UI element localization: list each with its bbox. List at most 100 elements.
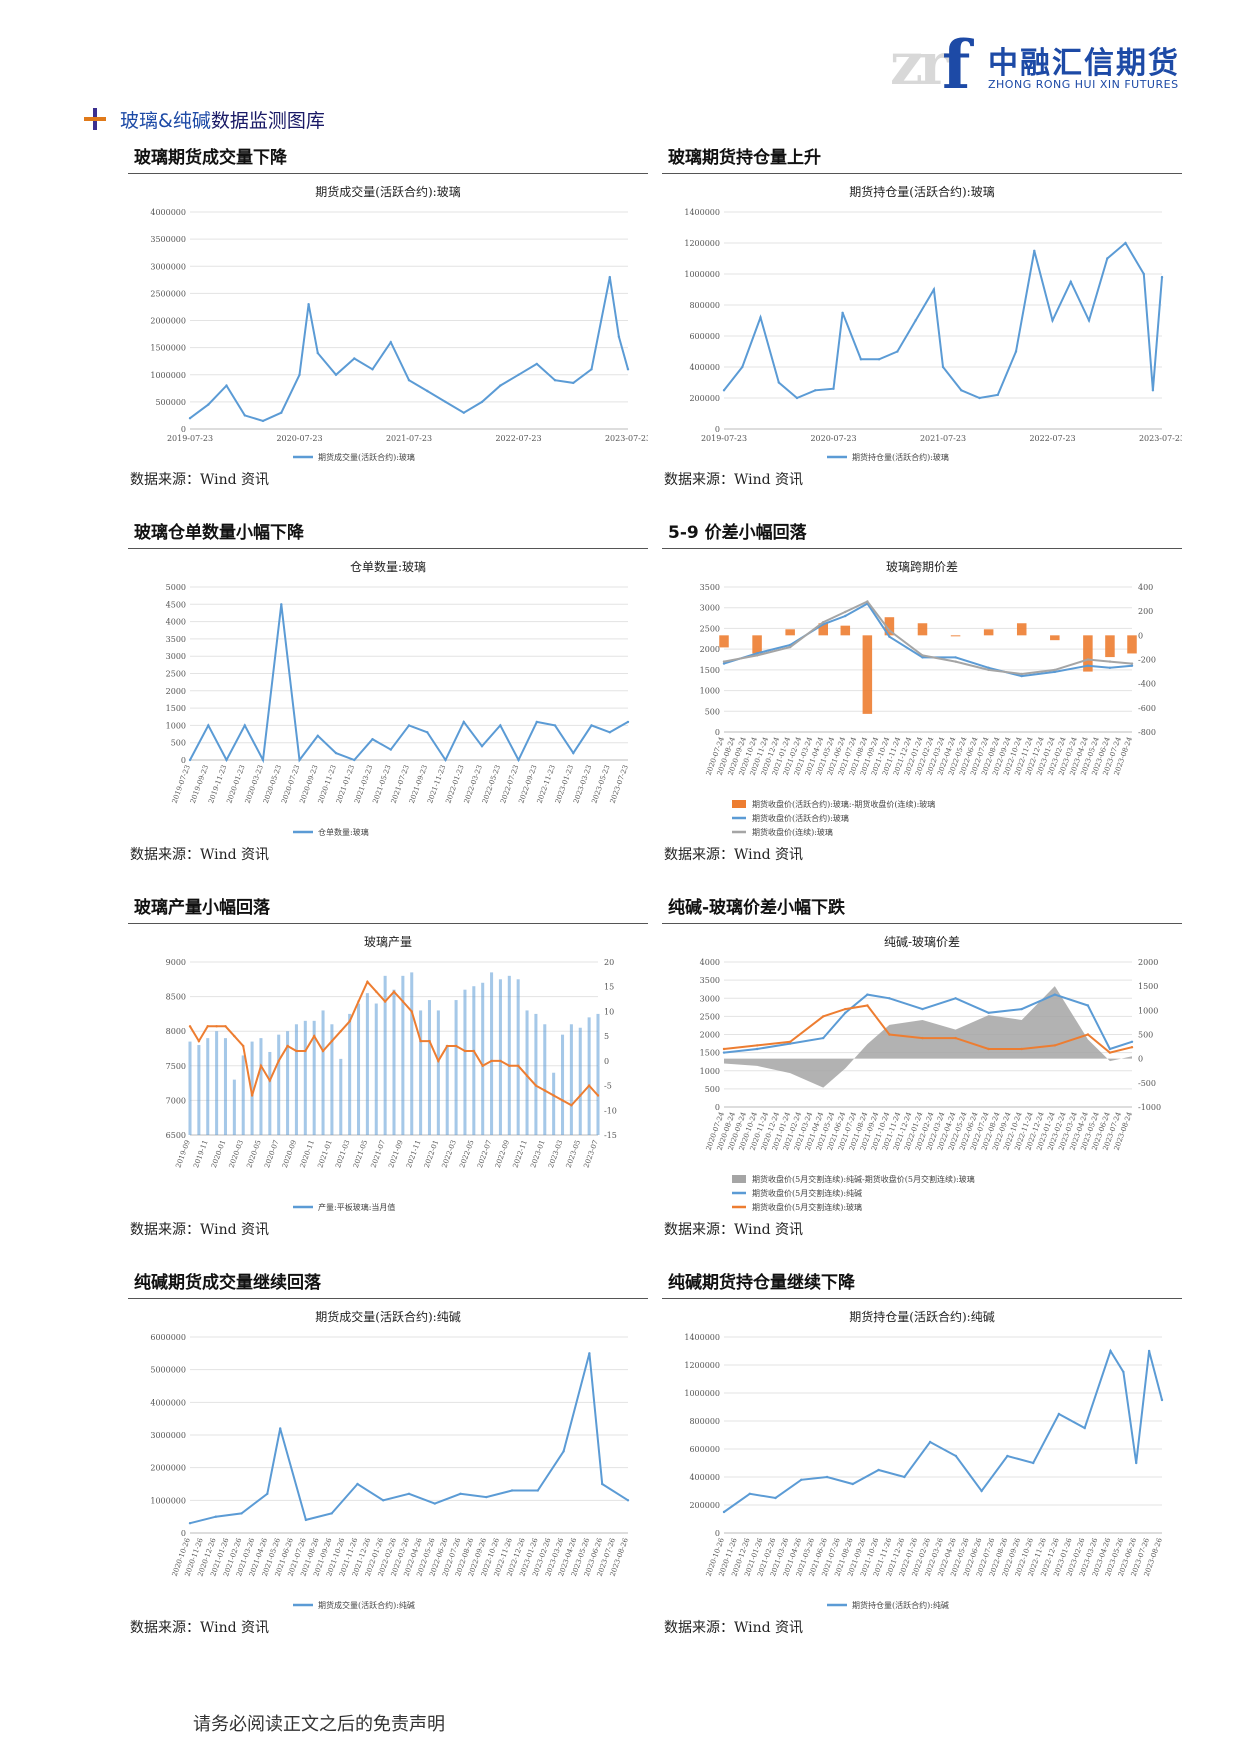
x-tick-label: 2022-01 — [423, 1139, 440, 1169]
chart-soda-futures-volume: 期货成交量(活跃合约):纯碱 0 1000000 2000000 3000000 4000… — [128, 1299, 648, 1617]
legend-label: 期货成交量(活跃合约):玻璃 — [318, 452, 415, 462]
chart-glass-futures-open-interest: 期货持仓量(活跃合约):玻璃 0 200000 400000 600000 800000 1… — [662, 174, 1185, 469]
bar — [241, 1055, 245, 1135]
chart-title: 纯碱-玻璃价差 — [884, 935, 960, 949]
panel-glass-open-interest: 玻璃期货持仓量上升 期货持仓量(活跃合约):玻璃 0 200000 400000 600… — [662, 143, 1185, 489]
data-point — [722, 660, 726, 663]
disclaimer-footer: 请务必阅读正文之后的免责声明 — [193, 1714, 445, 1735]
y2-tick-label: 200 — [1138, 607, 1153, 616]
bar — [223, 1038, 227, 1135]
bar — [472, 986, 476, 1135]
data-point — [601, 1482, 604, 1486]
line-series — [189, 276, 629, 422]
legend-label: 期货持仓量(活跃合约):纯碱 — [852, 1600, 949, 1610]
chart-title: 期货成交量(活跃合约):纯碱 — [315, 1309, 460, 1324]
data-point — [197, 1039, 201, 1043]
data-point — [822, 1036, 825, 1040]
bar — [516, 979, 520, 1135]
y-tick-label: 1400000 — [684, 1333, 720, 1342]
bar — [534, 1013, 538, 1135]
x-tick-label: 2022-09-23 — [517, 764, 538, 805]
y-tick-label: 4000 — [166, 618, 186, 627]
y2-tick-label: 0 — [1138, 1055, 1143, 1064]
data-point — [590, 724, 593, 727]
data-point — [978, 396, 981, 400]
x-tick-label: 2019-09-23 — [189, 764, 210, 805]
legend-label: 期货成交量(活跃合约):纯碱 — [318, 1600, 415, 1610]
data-point — [188, 1025, 192, 1028]
data-source: 数据来源：Wind 资讯 — [130, 1620, 270, 1636]
data-point — [626, 720, 630, 724]
y-tick-label: 3500000 — [150, 235, 186, 244]
panel-glass-calendar-spread: 5-9 价差小幅回落 玻璃跨期价差 0 500 1000 1500 2000 2500 300… — [662, 518, 1182, 864]
chart-soda-glass-spread: 纯碱-玻璃价差 0 500 1000 1500 2000 2500 3000 3500 4000 -… — [662, 924, 1182, 1219]
y-tick-label: 3000 — [700, 994, 720, 1003]
data-point — [298, 373, 301, 376]
data-point — [1130, 1040, 1134, 1043]
data-point — [1006, 1454, 1009, 1458]
data-point — [626, 368, 630, 371]
data-point — [1057, 1412, 1061, 1416]
y2-tick-label: -15 — [604, 1131, 617, 1140]
chart-soda-futures-open-interest: 期货持仓量(活跃合约):纯碱 0 200000 400000 600000 800000 1… — [662, 1299, 1182, 1617]
x-tick-label: 2020-05 — [245, 1139, 262, 1169]
data-point — [353, 357, 356, 360]
data-point — [588, 1352, 591, 1355]
y-tick-label: 200000 — [689, 394, 720, 403]
y-tick-label: 3500 — [166, 635, 186, 644]
logo-mark-zr: zr — [890, 30, 949, 98]
x-tick-label: 2021-09 — [387, 1139, 404, 1169]
data-point — [534, 1084, 538, 1087]
data-point — [277, 1059, 280, 1063]
x-tick-label: 2023-05-23 — [590, 764, 611, 805]
data-point — [330, 1512, 333, 1515]
y-tick-label: 2000000 — [150, 317, 186, 326]
data-point — [954, 1036, 957, 1040]
data-point — [510, 1489, 514, 1492]
bar — [525, 1010, 529, 1135]
data-point — [454, 1044, 458, 1048]
x-tick-label: 2020-03 — [228, 1139, 245, 1169]
panel-heading: 5-9 价差小幅回落 — [668, 523, 807, 543]
data-point — [777, 381, 780, 384]
x-tick-label: 2022-03 — [440, 1139, 457, 1169]
data-point — [243, 724, 246, 727]
data-point — [298, 758, 301, 762]
data-point — [755, 652, 759, 655]
data-point — [428, 1039, 431, 1043]
y-tick-label: 4000000 — [150, 208, 186, 217]
bar — [312, 1020, 316, 1135]
legend-item: 期货收盘价(活跃合约):玻璃 — [732, 813, 849, 823]
panel-heading: 纯碱期货持仓量继续下降 — [668, 1273, 855, 1293]
y-tick-label: 7000 — [166, 1096, 186, 1105]
x-tick-label: 2021-05 — [352, 1139, 369, 1169]
bar — [463, 989, 467, 1135]
x-tick-label: 2021-11-23 — [426, 764, 447, 805]
data-point — [722, 1051, 726, 1054]
data-point — [462, 411, 465, 414]
data-point — [1108, 1047, 1112, 1051]
x-tick-label: 2023-07-23 — [609, 764, 630, 805]
x-tick-label: 2023-07-23 — [1139, 434, 1182, 443]
data-point — [330, 1039, 334, 1043]
data-point — [1032, 1461, 1035, 1465]
data-point — [1135, 1461, 1138, 1465]
data-point — [987, 1047, 990, 1051]
data-point — [366, 980, 369, 983]
bar — [561, 1034, 565, 1135]
bar — [490, 972, 494, 1135]
y-tick-label: 0 — [715, 1529, 720, 1538]
y-tick-label: 1500 — [700, 1049, 720, 1058]
y-tick-label: 1200000 — [684, 239, 720, 248]
bar — [445, 1045, 449, 1135]
data-point — [866, 1004, 869, 1007]
chart-title: 玻璃跨期价差 — [886, 560, 958, 574]
y2-tick-label: -400 — [1138, 680, 1156, 689]
data-point — [928, 1440, 932, 1444]
line-series — [189, 1353, 629, 1525]
panel-glass-output: 玻璃产量小幅回落 玻璃产量 6500 7000 7500 8000 8500 9000 -15… — [128, 893, 648, 1239]
data-point — [722, 1510, 726, 1514]
data-point — [1083, 1426, 1086, 1430]
data-point — [188, 1522, 192, 1525]
data-source: 数据来源：Wind 资讯 — [664, 472, 804, 488]
